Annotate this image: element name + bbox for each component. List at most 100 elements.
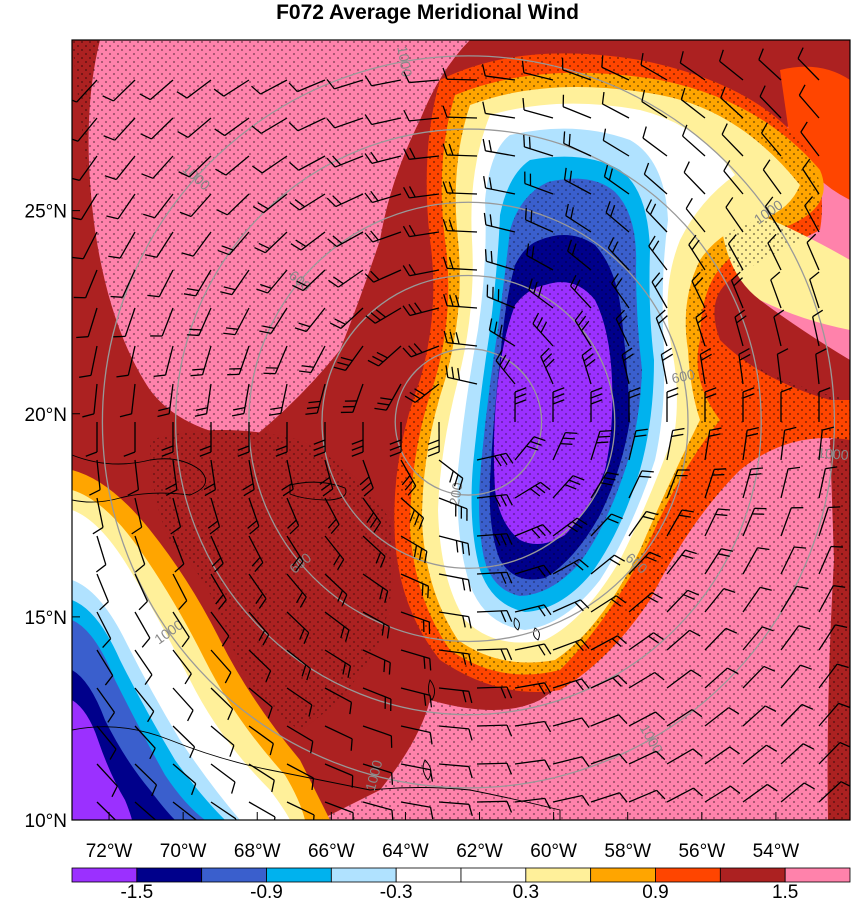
range-ring (394, 348, 543, 496)
colorbar-label: -0.3 (380, 882, 413, 900)
wind-barb (442, 67, 478, 81)
wind-barb (400, 801, 434, 820)
wind-barb (134, 801, 157, 820)
wind-barb (666, 787, 703, 803)
wind-barb (438, 763, 473, 779)
wind-barb (685, 197, 706, 233)
wind-barb (172, 687, 194, 722)
wind-barb (289, 155, 326, 171)
coast-hispaniola-east (72, 454, 207, 503)
wind-barb (590, 429, 612, 461)
wind-barb (552, 678, 590, 691)
lon-label: 70°W (160, 841, 207, 862)
wind-barb (590, 513, 623, 537)
wind-barb (561, 57, 592, 81)
wind-barb (742, 467, 764, 499)
wind-barb (333, 345, 364, 371)
lon-label: 66°W (308, 841, 355, 862)
wind-barb (247, 497, 260, 535)
wind-barb (231, 383, 250, 417)
wind-barb (362, 497, 382, 533)
wind-barb (760, 122, 782, 157)
wind-barb (563, 131, 592, 157)
wind-barb (139, 79, 174, 101)
wind-barb (798, 84, 820, 119)
wind-barb (514, 797, 551, 810)
wind-barb (143, 193, 174, 219)
wind-barb (178, 155, 212, 178)
wind-barb (214, 117, 250, 137)
wind-barb (443, 330, 478, 347)
wind-barb (313, 421, 326, 457)
wind-barb (484, 249, 516, 271)
wind-barb (438, 497, 468, 521)
wind-barb (362, 573, 389, 603)
wind-barb (170, 497, 182, 535)
colorbar-swatch (784, 867, 851, 883)
wind-barb (96, 687, 116, 723)
wind-barb (288, 117, 326, 132)
wind-barb (721, 123, 744, 157)
wind-barb (248, 535, 264, 573)
wind-barb (324, 497, 340, 534)
ring-label: 1000 (817, 444, 850, 463)
wind-barb (780, 703, 814, 727)
wind-barb (362, 725, 393, 748)
wind-barb (95, 535, 107, 573)
wind-barb (605, 201, 630, 233)
wind-barb (324, 573, 348, 606)
wind-barb (758, 48, 782, 81)
wind-barb (780, 507, 804, 537)
wind-barb (438, 801, 473, 817)
wind-barb (438, 573, 472, 592)
wind-barb (590, 753, 628, 765)
wind-barb (565, 203, 592, 233)
wind-barb (364, 230, 402, 243)
wind-barb (400, 763, 434, 782)
wind-barb (402, 302, 440, 317)
wind-barb (818, 584, 846, 613)
wind-barb (691, 271, 706, 309)
wind-barb (438, 611, 472, 629)
wind-barb (655, 309, 668, 347)
wind-barb (818, 506, 841, 537)
wind-barb (742, 547, 770, 575)
wind-barb (251, 117, 288, 134)
wind-barb (514, 436, 546, 461)
wind-barb (818, 702, 850, 727)
wind-barb (96, 763, 118, 798)
wind-barb (286, 687, 313, 717)
wind-barb (552, 638, 590, 652)
lat-label: 15°N (25, 608, 67, 629)
wind-barb (427, 421, 440, 457)
wind-barb (628, 789, 666, 803)
wind-barb (704, 387, 717, 423)
wind-barb (210, 801, 237, 820)
wind-barb (215, 155, 250, 176)
wind-barb (521, 60, 554, 81)
wind-barb (641, 89, 668, 119)
wind-barb (286, 611, 310, 645)
wind-barb (400, 459, 417, 496)
wind-barb (699, 347, 712, 385)
wind-barb (681, 124, 706, 157)
wind-barb (351, 421, 364, 457)
wind-barb (210, 573, 227, 610)
wind-barb (340, 383, 364, 414)
lon-label: 58°W (604, 841, 651, 862)
wind-barb (628, 711, 665, 727)
wind-barb (552, 599, 590, 613)
range-ring (321, 274, 616, 569)
wind-barb (590, 471, 619, 499)
wind-barb (319, 459, 334, 497)
wind-barb (72, 193, 98, 221)
wind-barb (286, 535, 304, 572)
wind-barb (242, 459, 255, 497)
wind-barb (601, 55, 630, 81)
wind-barb (642, 126, 668, 157)
wind-barb (217, 231, 250, 256)
wind-barb (289, 193, 326, 211)
wind-barb (570, 274, 592, 309)
wind-barb (113, 307, 136, 338)
wind-barb (134, 649, 153, 685)
